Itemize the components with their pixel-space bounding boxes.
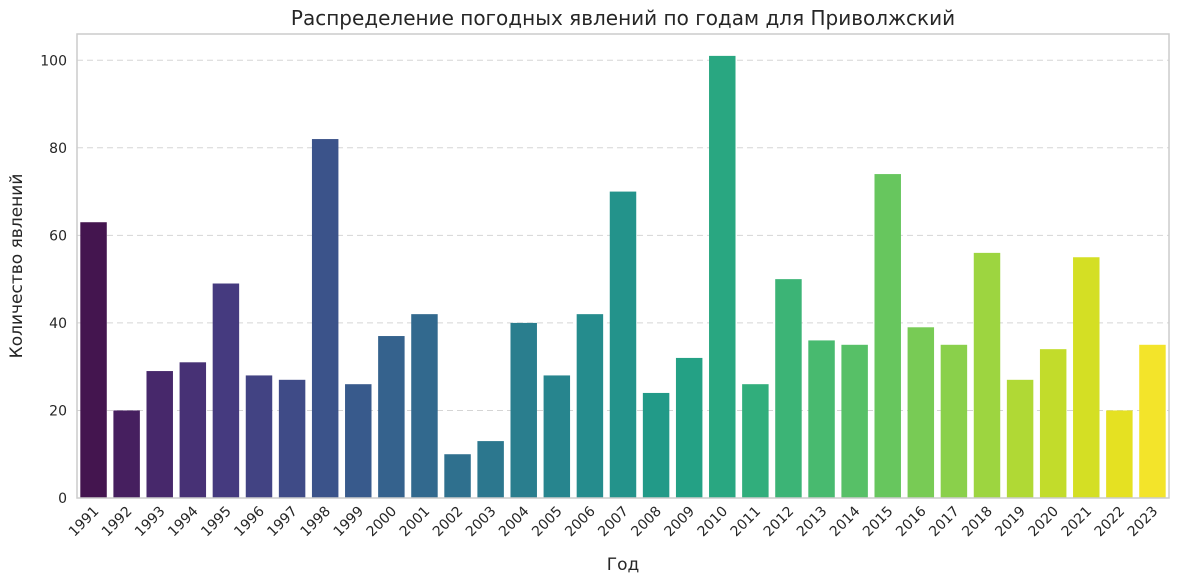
x-tick-label: 2010: [695, 504, 732, 541]
x-tick-label: 2003: [463, 504, 500, 541]
x-tick-label: 2020: [1025, 504, 1062, 541]
x-tick-label: 2001: [397, 504, 434, 541]
x-tick-label: 2013: [794, 504, 831, 541]
x-tick-label: 1998: [297, 504, 334, 541]
bar-1995: [212, 283, 240, 498]
y-tick-label: 20: [49, 403, 67, 419]
x-tick-label: 2007: [595, 504, 632, 541]
bar-2009: [675, 357, 703, 498]
x-tick-label: 2016: [893, 503, 930, 540]
bar-2000: [378, 336, 405, 498]
x-tick-label: 2019: [992, 504, 1029, 541]
bar-2007: [609, 191, 637, 498]
y-tick-label: 40: [49, 316, 67, 332]
x-tick-label: 2015: [860, 504, 897, 541]
x-tick-label: 2006: [562, 503, 599, 540]
bar-2012: [775, 279, 802, 498]
x-tick-label: 2018: [959, 504, 996, 541]
x-tick-label: 2008: [628, 504, 665, 541]
bar-2017: [940, 344, 968, 498]
x-tick-label: 1997: [264, 504, 301, 541]
x-tick-label: 2021: [1059, 504, 1096, 541]
x-tick-label: 2002: [430, 504, 467, 541]
y-tick-label: 100: [40, 53, 67, 69]
bar-1996: [245, 375, 273, 498]
bar-2019: [1006, 379, 1034, 498]
x-axis-label: Год: [607, 555, 640, 575]
bar-2016: [907, 327, 935, 498]
bar-2010: [709, 55, 736, 499]
bar-2006: [576, 314, 604, 498]
bar-1994: [179, 362, 207, 498]
x-tick-label: 1995: [198, 504, 235, 541]
x-tick-label: 1996: [231, 503, 268, 540]
bar-2015: [874, 174, 901, 498]
x-tick-label: 2014: [827, 503, 864, 540]
x-tick-label: 2012: [761, 504, 798, 541]
bar-1999: [345, 384, 372, 498]
bar-2001: [411, 314, 438, 498]
bar-1998: [311, 139, 339, 498]
bar-2018: [973, 252, 1001, 498]
x-tick-label: 1991: [66, 504, 103, 541]
x-tick-label: 2023: [1125, 504, 1162, 541]
bar-1993: [146, 371, 173, 498]
bar-1992: [113, 410, 140, 498]
chart-title: Распределение погодных явлений по годам …: [291, 6, 955, 30]
bar-2014: [841, 344, 868, 498]
x-tick-label: 2011: [728, 504, 765, 541]
bar-2004: [510, 322, 537, 498]
x-tick-label: 1994: [165, 503, 202, 540]
x-tick-label: 2009: [661, 504, 698, 541]
y-tick-label: 60: [49, 228, 67, 244]
x-tick-label: 2017: [926, 504, 963, 541]
bar-2020: [1039, 349, 1067, 498]
bar-2003: [477, 441, 504, 498]
y-axis-label: Количество явлений: [7, 174, 27, 359]
y-axis-ticks: 0 20 40 60 80 100: [40, 53, 67, 507]
x-tick-label: 2004: [496, 503, 533, 540]
plot-frame: [76, 33, 1170, 499]
bar-2022: [1106, 410, 1133, 498]
y-tick-label: 0: [58, 491, 67, 507]
bar-2013: [808, 340, 835, 498]
bars: [80, 55, 1166, 499]
bar-2002: [444, 454, 471, 498]
x-tick-label: 1993: [132, 504, 169, 541]
x-tick-label: 2005: [529, 504, 566, 541]
bar-1991: [80, 222, 107, 498]
bar-2023: [1139, 344, 1166, 498]
bar-2021: [1073, 257, 1100, 498]
x-tick-label: 1992: [99, 504, 136, 541]
x-tick-label: 2022: [1092, 504, 1129, 541]
bar-2008: [642, 392, 670, 498]
y-tick-label: 80: [49, 141, 67, 157]
x-tick-label: 2000: [364, 504, 401, 541]
bar-1997: [278, 379, 306, 498]
bar-2011: [742, 384, 769, 498]
x-axis-ticks: 1991199219931994199519961997199819992000…: [66, 503, 1161, 540]
x-tick-label: 1999: [331, 504, 368, 541]
bar-2005: [543, 375, 571, 498]
